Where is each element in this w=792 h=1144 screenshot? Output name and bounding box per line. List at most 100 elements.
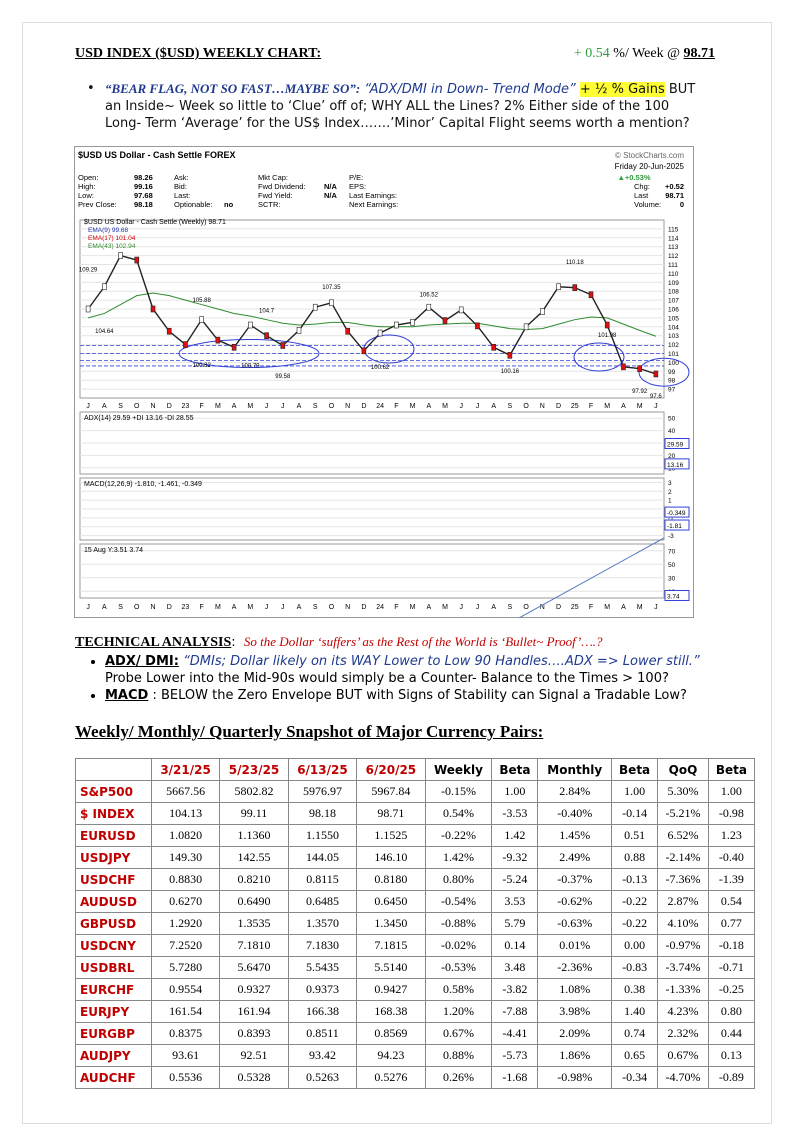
x-tick-label: A bbox=[232, 403, 237, 410]
table-cell: 1.86% bbox=[537, 1044, 613, 1067]
table-cell: 5.7280 bbox=[150, 956, 221, 979]
candle bbox=[118, 252, 123, 259]
table-cell: 166.38 bbox=[287, 1000, 358, 1023]
price-tick-label: 107 bbox=[668, 298, 679, 305]
x-tick-label: D bbox=[167, 403, 172, 410]
candle bbox=[183, 341, 188, 348]
bullet-gains: + ½ % Gains bbox=[579, 82, 665, 97]
table-cell: 4.10% bbox=[657, 912, 709, 935]
table-cell: 2.49% bbox=[537, 846, 613, 869]
candle bbox=[264, 332, 269, 339]
x-tick-label: N bbox=[150, 403, 155, 410]
table-cell: 0.8830 bbox=[150, 868, 221, 891]
annotation: 109.29 bbox=[79, 268, 98, 274]
macd-tick-label: -3 bbox=[668, 533, 674, 540]
table-cell: 5802.82 bbox=[219, 780, 289, 803]
x-tick-label: F bbox=[200, 604, 204, 611]
x-tick-label: M bbox=[637, 403, 643, 410]
x-tick-label: 23 bbox=[182, 403, 190, 410]
price-tick-label: 114 bbox=[668, 235, 679, 242]
value-box bbox=[664, 438, 690, 450]
table-cell: 104.13 bbox=[150, 802, 221, 825]
x-tick-label: A bbox=[102, 604, 107, 611]
analysis-quote: So the Dollar ‘suffers’ as the Rest of t… bbox=[243, 634, 603, 649]
table-cell: $ INDEX bbox=[75, 802, 152, 825]
info-value: no bbox=[224, 200, 234, 209]
candle bbox=[215, 336, 221, 344]
table-cell: 7.1810 bbox=[219, 934, 289, 957]
table-cell: 93.61 bbox=[150, 1044, 221, 1067]
table-cell: -2.36% bbox=[537, 956, 613, 979]
panel-label: 15 Aug Y:3.51 3.74 bbox=[84, 547, 143, 554]
info-value: +0.52 bbox=[665, 182, 684, 191]
info-label: Fwd Dividend: bbox=[258, 182, 306, 191]
info-label: Mkt Cap: bbox=[258, 173, 288, 182]
table-cell: -0.63% bbox=[537, 912, 613, 935]
x-tick-label: O bbox=[329, 604, 335, 611]
table-cell: 1.3570 bbox=[287, 912, 358, 935]
x-tick-label: 25 bbox=[571, 403, 579, 410]
table-cell: 5.6470 bbox=[219, 956, 289, 979]
x-tick-label: N bbox=[540, 604, 545, 611]
x-tick-label: S bbox=[508, 403, 513, 410]
candle bbox=[85, 305, 91, 313]
x-tick-label: S bbox=[118, 403, 123, 410]
table-cell: -0.98 bbox=[707, 802, 756, 825]
table-cell: 0.5328 bbox=[219, 1066, 289, 1089]
header-cell: 6/20/25 bbox=[356, 758, 426, 781]
x-tick-label: M bbox=[215, 403, 221, 410]
table-cell: -0.89 bbox=[707, 1066, 756, 1089]
table-cell: GBPUSD bbox=[75, 912, 152, 935]
series-line bbox=[87, 254, 657, 375]
table-cell: 161.94 bbox=[219, 1000, 289, 1023]
table-cell: 0.67% bbox=[657, 1044, 709, 1067]
header-cell: Monthly bbox=[537, 758, 613, 781]
annotation: 104.64 bbox=[95, 329, 114, 335]
table-cell: -0.88% bbox=[424, 912, 493, 935]
table-cell: -5.73 bbox=[491, 1044, 539, 1067]
table-cell: -0.40% bbox=[537, 802, 613, 825]
highlight-ellipse bbox=[638, 357, 690, 387]
table-cell: 1.00 bbox=[611, 780, 659, 803]
table-cell: 0.26% bbox=[424, 1066, 493, 1089]
table-cell: USDBRL bbox=[75, 956, 152, 979]
table-cell: 1.40 bbox=[611, 1000, 659, 1023]
table-cell: EURUSD bbox=[75, 824, 152, 847]
table-cell: -0.54% bbox=[424, 890, 493, 913]
candle bbox=[588, 291, 594, 299]
bullet-quote: “BEAR FLAG, NOT SO FAST…MAYBE SO”: bbox=[105, 81, 361, 96]
header-unit: %/ Week @ bbox=[613, 46, 680, 61]
candle bbox=[296, 327, 302, 334]
adx-tick-label: 20 bbox=[668, 453, 676, 460]
table-cell: 0.80 bbox=[707, 1000, 756, 1023]
table-cell: 0.00 bbox=[611, 934, 659, 957]
table-cell: 0.6450 bbox=[356, 890, 426, 913]
header-cell: Beta bbox=[491, 758, 539, 781]
legend-entry: EMA(17) 101.04 bbox=[88, 235, 136, 242]
table-cell: -2.14% bbox=[657, 846, 709, 869]
candle bbox=[556, 283, 561, 291]
candle bbox=[312, 303, 318, 311]
x-tick-label: J bbox=[281, 403, 285, 410]
table-row: EURCHF 0.9554 0.9327 0.9373 0.9427 0.58% -3.82… bbox=[75, 978, 756, 1001]
table-cell: -0.14 bbox=[611, 802, 659, 825]
info-label: Optionable: bbox=[174, 200, 212, 209]
table-cell: -0.83 bbox=[611, 956, 659, 979]
x-tick-label: A bbox=[297, 604, 302, 611]
header-title: USD INDEX ($USD) WEEKLY CHART: bbox=[75, 46, 322, 61]
table-cell: 0.8511 bbox=[287, 1022, 358, 1045]
item-italic: “DMIs; Dollar likely on its WAY Lower to… bbox=[183, 654, 700, 669]
table-row: AUDUSD 0.6270 0.6490 0.6485 0.6450 -0.54% 3.53… bbox=[75, 890, 756, 913]
x-tick-label: D bbox=[167, 604, 172, 611]
table-cell: 2.84% bbox=[537, 780, 613, 803]
annotation: 107.35 bbox=[322, 285, 341, 291]
info-value: N/A bbox=[324, 182, 338, 191]
table-cell: 5.79 bbox=[491, 912, 539, 935]
header-cell: 5/23/25 bbox=[219, 758, 289, 781]
table-cell: 98.18 bbox=[287, 802, 358, 825]
x-tick-label: A bbox=[426, 403, 431, 410]
price-tick-label: 109 bbox=[668, 280, 679, 287]
page-frame bbox=[22, 22, 772, 1124]
table-cell: AUDUSD bbox=[75, 890, 152, 913]
candle bbox=[572, 284, 578, 291]
